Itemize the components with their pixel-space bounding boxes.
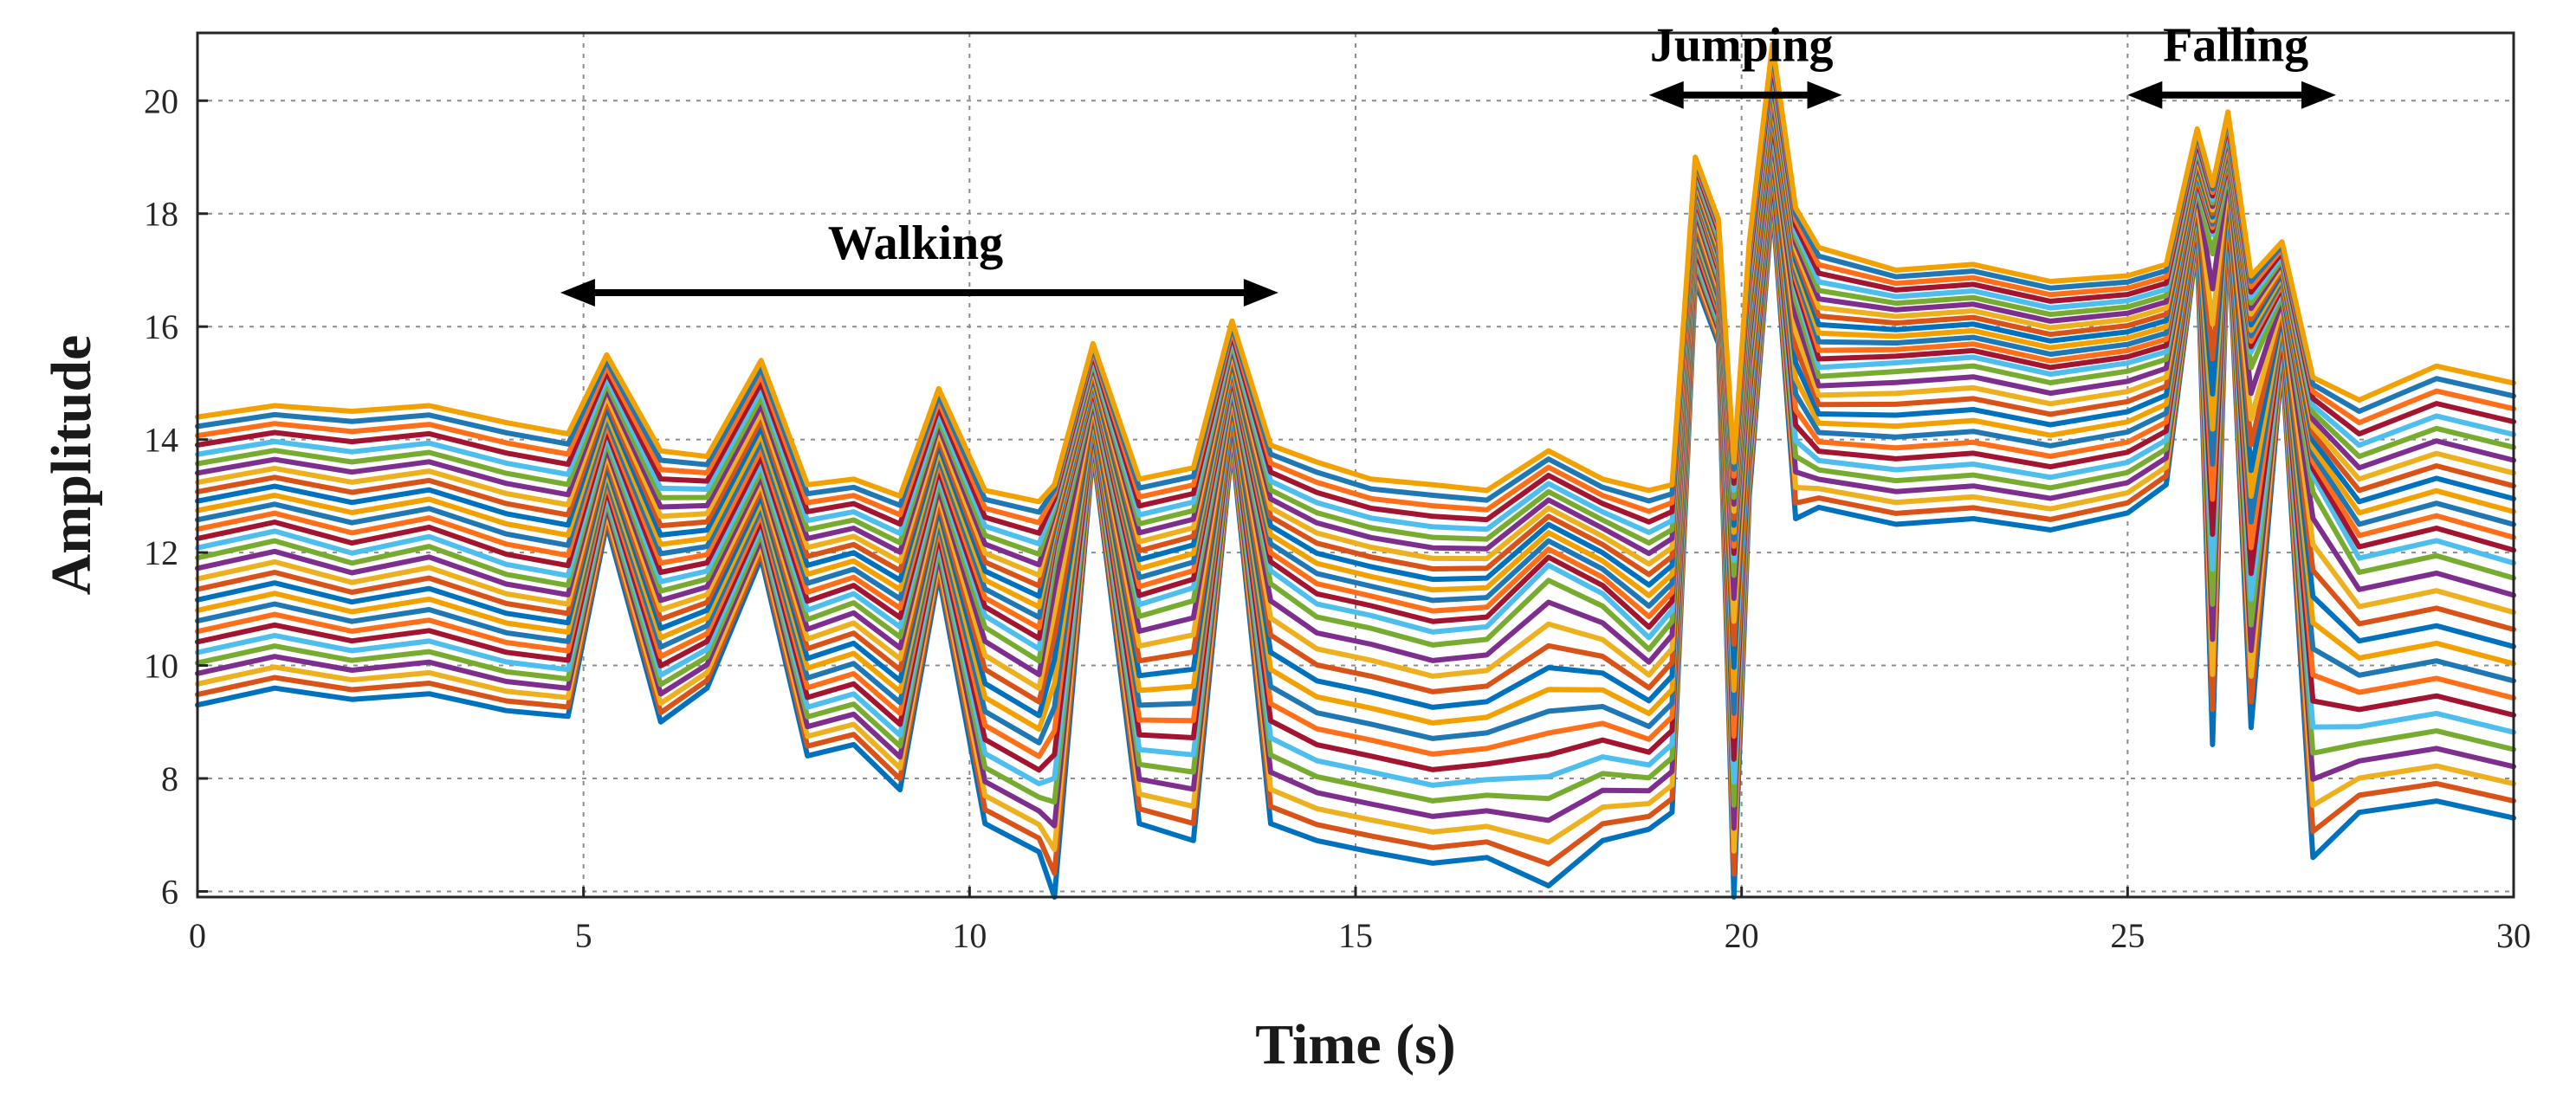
x-tick-label: 30 (2496, 916, 2531, 955)
y-tick-label: 12 (144, 533, 178, 572)
x-tick-label: 15 (1338, 916, 1373, 955)
y-tick-label: 10 (144, 647, 178, 686)
x-tick-label: 25 (2110, 916, 2145, 955)
x-tick-label: 5 (575, 916, 592, 955)
y-tick-label: 16 (144, 307, 178, 346)
activity-annotations: Walking Jumping Falling (560, 19, 2336, 307)
annotation-walking: Walking (560, 216, 1278, 307)
tick-labels: 0 5 10 15 20 25 30 6 8 10 12 14 16 18 20 (144, 81, 2531, 955)
annotation-label: Walking (828, 216, 1003, 270)
arrow-head-left (560, 279, 595, 307)
annotation-falling: Falling (2127, 19, 2336, 109)
y-tick-label: 6 (161, 872, 178, 911)
x-tick-label: 10 (952, 916, 987, 955)
y-tick-label: 18 (144, 195, 178, 234)
arrow-head-left (2127, 81, 2163, 109)
x-tick-label: 20 (1725, 916, 1759, 955)
annotation-jumping: Jumping (1648, 19, 1842, 109)
annotation-label: Falling (2163, 19, 2308, 73)
arrow-head-right (2301, 81, 2336, 109)
subcarrier-line (195, 42, 2516, 505)
x-tick-label: 0 (189, 916, 206, 955)
arrow-head-right (1807, 81, 1842, 109)
y-axis-title: Amplitude (40, 335, 103, 596)
x-axis-title: Time (s) (1255, 1013, 1456, 1076)
y-tick-label: 20 (144, 81, 178, 120)
arrow-head-left (1648, 81, 1684, 109)
arrow-head-right (1243, 279, 1278, 307)
series-group (195, 42, 2516, 900)
y-tick-label: 14 (144, 421, 178, 460)
annotation-label: Jumping (1650, 19, 1834, 73)
y-tick-label: 8 (161, 759, 178, 798)
